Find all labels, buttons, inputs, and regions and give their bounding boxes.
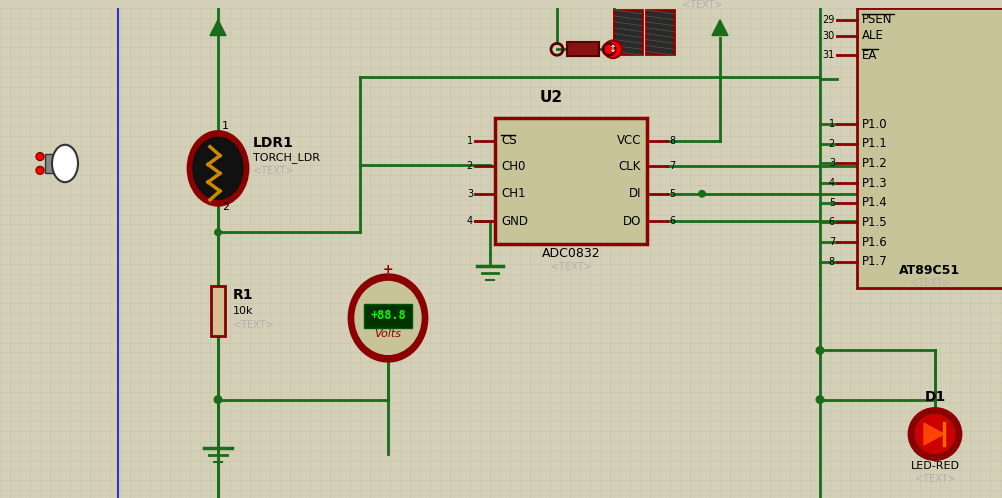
Text: <TEXT>: <TEXT> bbox=[914, 474, 954, 484]
Text: <TEXT>: <TEXT> bbox=[253, 166, 294, 176]
Text: <TEXT>: <TEXT> bbox=[681, 0, 721, 10]
Circle shape bbox=[213, 395, 222, 404]
Ellipse shape bbox=[192, 137, 242, 199]
Text: VCC: VCC bbox=[616, 134, 640, 147]
Text: 6: 6 bbox=[828, 218, 835, 228]
Ellipse shape bbox=[52, 145, 78, 182]
Text: ALE: ALE bbox=[861, 29, 883, 42]
Text: −: − bbox=[381, 349, 394, 364]
Bar bbox=[645, 10, 673, 54]
Text: TORCH_LDR: TORCH_LDR bbox=[253, 152, 320, 163]
Circle shape bbox=[697, 190, 705, 198]
Text: Volts: Volts bbox=[374, 329, 401, 339]
Text: P1.1: P1.1 bbox=[861, 137, 887, 150]
Text: 5: 5 bbox=[828, 198, 835, 208]
Bar bbox=[364, 304, 412, 328]
Text: D1: D1 bbox=[924, 389, 945, 403]
Text: 1: 1 bbox=[221, 121, 228, 131]
Ellipse shape bbox=[914, 414, 954, 454]
Text: 10k: 10k bbox=[232, 306, 254, 316]
Text: CLK: CLK bbox=[618, 159, 640, 173]
Text: 7: 7 bbox=[828, 237, 835, 247]
Ellipse shape bbox=[908, 408, 960, 460]
Text: 6: 6 bbox=[668, 217, 674, 227]
Text: <TEXT>: <TEXT> bbox=[550, 262, 591, 272]
Text: P1.0: P1.0 bbox=[861, 118, 887, 130]
Text: 2: 2 bbox=[221, 202, 228, 212]
Circle shape bbox=[815, 346, 824, 355]
Ellipse shape bbox=[355, 281, 421, 355]
Text: 7: 7 bbox=[668, 161, 674, 171]
Text: CS: CS bbox=[501, 134, 516, 147]
Circle shape bbox=[213, 229, 221, 236]
Text: 1: 1 bbox=[828, 119, 835, 129]
Text: 4: 4 bbox=[466, 217, 473, 227]
Text: GND: GND bbox=[501, 215, 527, 228]
Text: 31: 31 bbox=[822, 50, 835, 60]
Text: 29: 29 bbox=[822, 15, 835, 25]
Text: 4: 4 bbox=[828, 178, 835, 188]
Text: <TEXT>: <TEXT> bbox=[909, 278, 949, 288]
Text: P1.7: P1.7 bbox=[861, 255, 887, 268]
Text: P1.3: P1.3 bbox=[861, 177, 887, 190]
Text: CH1: CH1 bbox=[501, 187, 525, 200]
Text: LDR1: LDR1 bbox=[253, 136, 294, 150]
Text: U2: U2 bbox=[539, 91, 562, 106]
Circle shape bbox=[36, 153, 44, 160]
Text: 3: 3 bbox=[466, 189, 473, 199]
Text: 5: 5 bbox=[668, 189, 674, 199]
Text: EA: EA bbox=[861, 49, 877, 62]
Text: 2: 2 bbox=[466, 161, 473, 171]
Text: 3: 3 bbox=[828, 158, 835, 168]
Text: P1.4: P1.4 bbox=[861, 196, 887, 209]
Bar bbox=[566, 42, 598, 56]
Text: 8: 8 bbox=[668, 136, 674, 146]
Text: 30: 30 bbox=[822, 30, 835, 40]
Bar bbox=[613, 10, 641, 54]
Bar bbox=[495, 118, 646, 244]
Text: DO: DO bbox=[622, 215, 640, 228]
Text: +88.8: +88.8 bbox=[370, 309, 406, 323]
Text: 1: 1 bbox=[466, 136, 473, 146]
Circle shape bbox=[36, 166, 44, 174]
Text: R1: R1 bbox=[232, 288, 254, 302]
Bar bbox=[856, 8, 1002, 288]
Ellipse shape bbox=[187, 131, 247, 205]
Bar bbox=[210, 286, 224, 336]
Polygon shape bbox=[209, 20, 225, 35]
Circle shape bbox=[603, 40, 621, 58]
Text: CH0: CH0 bbox=[501, 159, 525, 173]
Text: P1.5: P1.5 bbox=[861, 216, 887, 229]
Text: PSEN: PSEN bbox=[861, 13, 892, 26]
Text: DI: DI bbox=[628, 187, 640, 200]
Text: +: + bbox=[383, 262, 393, 276]
Circle shape bbox=[815, 395, 824, 404]
Text: P1.6: P1.6 bbox=[861, 236, 887, 249]
Bar bbox=[45, 153, 56, 173]
Text: 8: 8 bbox=[828, 257, 835, 267]
Polygon shape bbox=[711, 20, 727, 35]
Text: LED-RED: LED-RED bbox=[910, 462, 959, 472]
Polygon shape bbox=[923, 423, 943, 445]
Text: ↕: ↕ bbox=[608, 44, 616, 54]
Text: <TEXT>: <TEXT> bbox=[232, 320, 274, 330]
Text: ADC0832: ADC0832 bbox=[541, 247, 600, 260]
Text: AT89C51: AT89C51 bbox=[899, 263, 960, 277]
Text: 2: 2 bbox=[828, 139, 835, 149]
Text: P1.2: P1.2 bbox=[861, 157, 887, 170]
Ellipse shape bbox=[349, 274, 427, 361]
